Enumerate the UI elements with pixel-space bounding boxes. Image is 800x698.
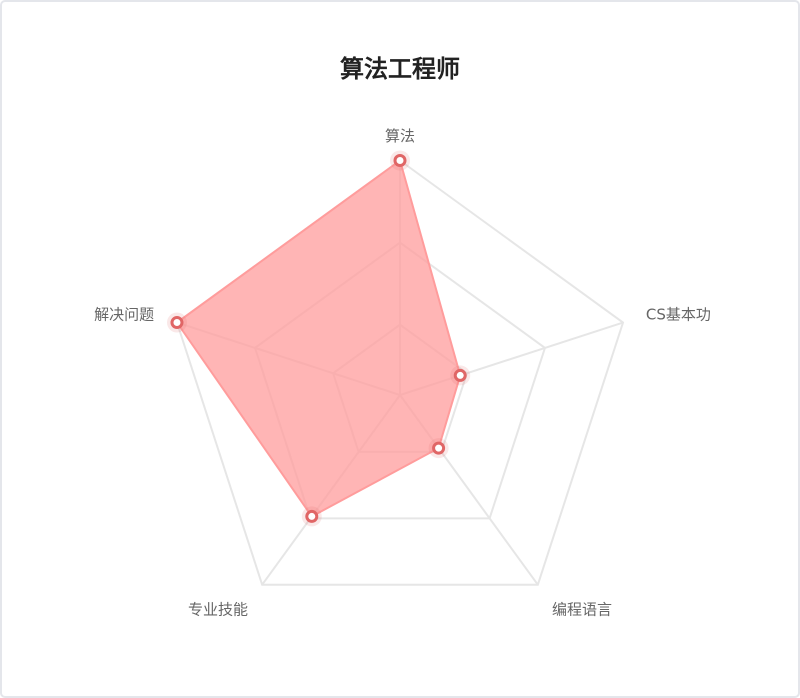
radar-area bbox=[175, 158, 462, 518]
axis-label: 解决问题 bbox=[94, 306, 154, 324]
chart-title: 算法工程师 bbox=[340, 55, 460, 83]
data-point bbox=[305, 509, 319, 523]
data-point bbox=[393, 154, 407, 167]
axis-label: 算法 bbox=[385, 127, 415, 145]
axis-label: CS基本功 bbox=[646, 306, 711, 324]
axis-label: 编程语言 bbox=[552, 601, 612, 619]
data-point bbox=[170, 316, 184, 330]
data-point bbox=[432, 441, 446, 455]
axis-label: 专业技能 bbox=[188, 601, 248, 619]
data-point bbox=[453, 368, 467, 382]
